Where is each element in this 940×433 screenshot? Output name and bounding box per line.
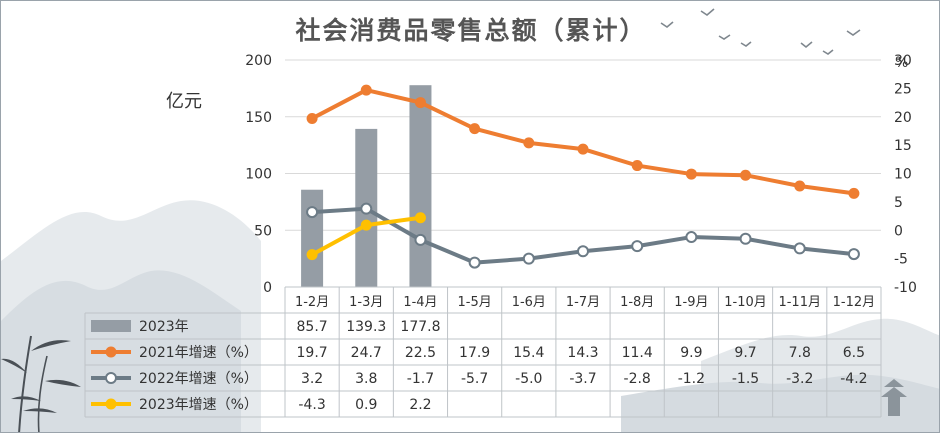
table-value: -1.2 [678,371,705,387]
data-point [740,169,752,181]
table-value: -4.2 [840,371,867,387]
table-value: -3.2 [786,371,813,387]
category-label: 1-5月 [458,295,492,310]
birds-decoration [660,8,861,55]
category-label: 1-3月 [349,295,383,310]
bar [409,85,432,288]
category-label: 1-10月 [724,295,767,310]
left-axis-unit: 亿元 [166,91,202,112]
right-axis-tick: 30 [894,53,912,69]
data-point [523,137,535,149]
table-value: 3.8 [355,371,377,387]
bar [301,189,324,287]
data-point [631,160,643,172]
legend-label: 2023年增速（%） [139,397,258,413]
right-axis-tick: 25 [894,81,912,97]
table-value: -3.7 [569,371,596,387]
category-label: 1-2月 [295,295,329,310]
data-point [469,123,481,135]
table-value: 6.5 [843,345,865,361]
chart-title: 社会消费品零售总额（累计） [295,16,647,45]
legend-label: 2023年 [139,319,189,335]
legend-swatch [91,320,131,332]
table-value: 14.3 [567,345,598,361]
data-point [306,206,319,219]
table-value: 24.7 [351,345,382,361]
table-value: -1.7 [407,371,434,387]
right-axis-tick: -10 [894,280,917,296]
table-value: 15.4 [513,345,544,361]
table-value: 2.2 [409,397,431,413]
table-value: 9.9 [680,345,702,361]
legend-marker [105,346,117,358]
table-value: 7.8 [789,345,811,361]
left-axis-tick: 100 [245,167,272,183]
category-label: 1-11月 [778,295,821,310]
legend-label: 2022年增速（%） [139,371,258,387]
category-label: 1-8月 [620,295,654,310]
data-point [306,249,318,261]
table-value: 0.9 [355,397,377,413]
data-point [414,233,427,246]
right-axis-tick: 15 [894,138,912,154]
right-axis-tick: 10 [894,167,912,183]
legend-marker [105,398,117,410]
bamboo-decoration [1,335,81,432]
right-axis-tick: 20 [894,110,912,126]
left-axis-tick: 150 [245,110,272,126]
table-value: 85.7 [297,319,328,335]
left-axis-tick: 50 [254,223,272,239]
table-value: 17.9 [459,345,490,361]
data-point [522,252,535,265]
category-label: 1-12月 [833,295,876,310]
category-label: 1-7月 [566,295,600,310]
right-axis-tick: -5 [894,252,908,268]
data-point [360,202,373,215]
data-point [631,240,644,253]
table-value: 139.3 [346,319,386,335]
table-value: -4.3 [298,397,325,413]
category-label: 1-4月 [403,295,437,310]
data-point [847,248,860,261]
data-point [468,256,481,269]
table-value: -1.5 [732,371,759,387]
data-point [414,97,426,109]
right-axis-tick: 0 [894,223,903,239]
legend-label: 2021年增速（%） [139,345,258,361]
category-label: 1-6月 [512,295,546,310]
data-point [685,168,697,180]
right-axis-unit: % [895,55,909,71]
data-point [360,84,372,96]
left-axis-tick: 0 [263,280,272,296]
series-line [311,88,855,196]
table-value: 177.8 [400,319,440,335]
data-point [414,212,426,224]
data-point [739,232,752,245]
table-value: 22.5 [405,345,436,361]
table-value: 3.2 [301,371,323,387]
data-point [577,143,589,155]
table-value: -2.8 [624,371,651,387]
data-point [360,219,372,231]
legend-marker [105,372,117,384]
data-point [794,180,806,192]
left-axis-tick: 200 [245,53,272,69]
table-value: 11.4 [622,345,653,361]
category-label: 1-9月 [674,295,708,310]
mountain-right-near [621,374,939,432]
table-value: 19.7 [297,345,328,361]
pagoda-decoration [881,379,907,416]
data-point [793,242,806,255]
data-point [577,245,589,258]
data-point [685,231,698,244]
data-point [848,187,860,199]
right-axis-tick: 5 [894,195,903,211]
table-value: 9.7 [734,345,756,361]
table-value: -5.0 [515,371,542,387]
table-value: -5.7 [461,371,488,387]
data-point [306,112,318,124]
